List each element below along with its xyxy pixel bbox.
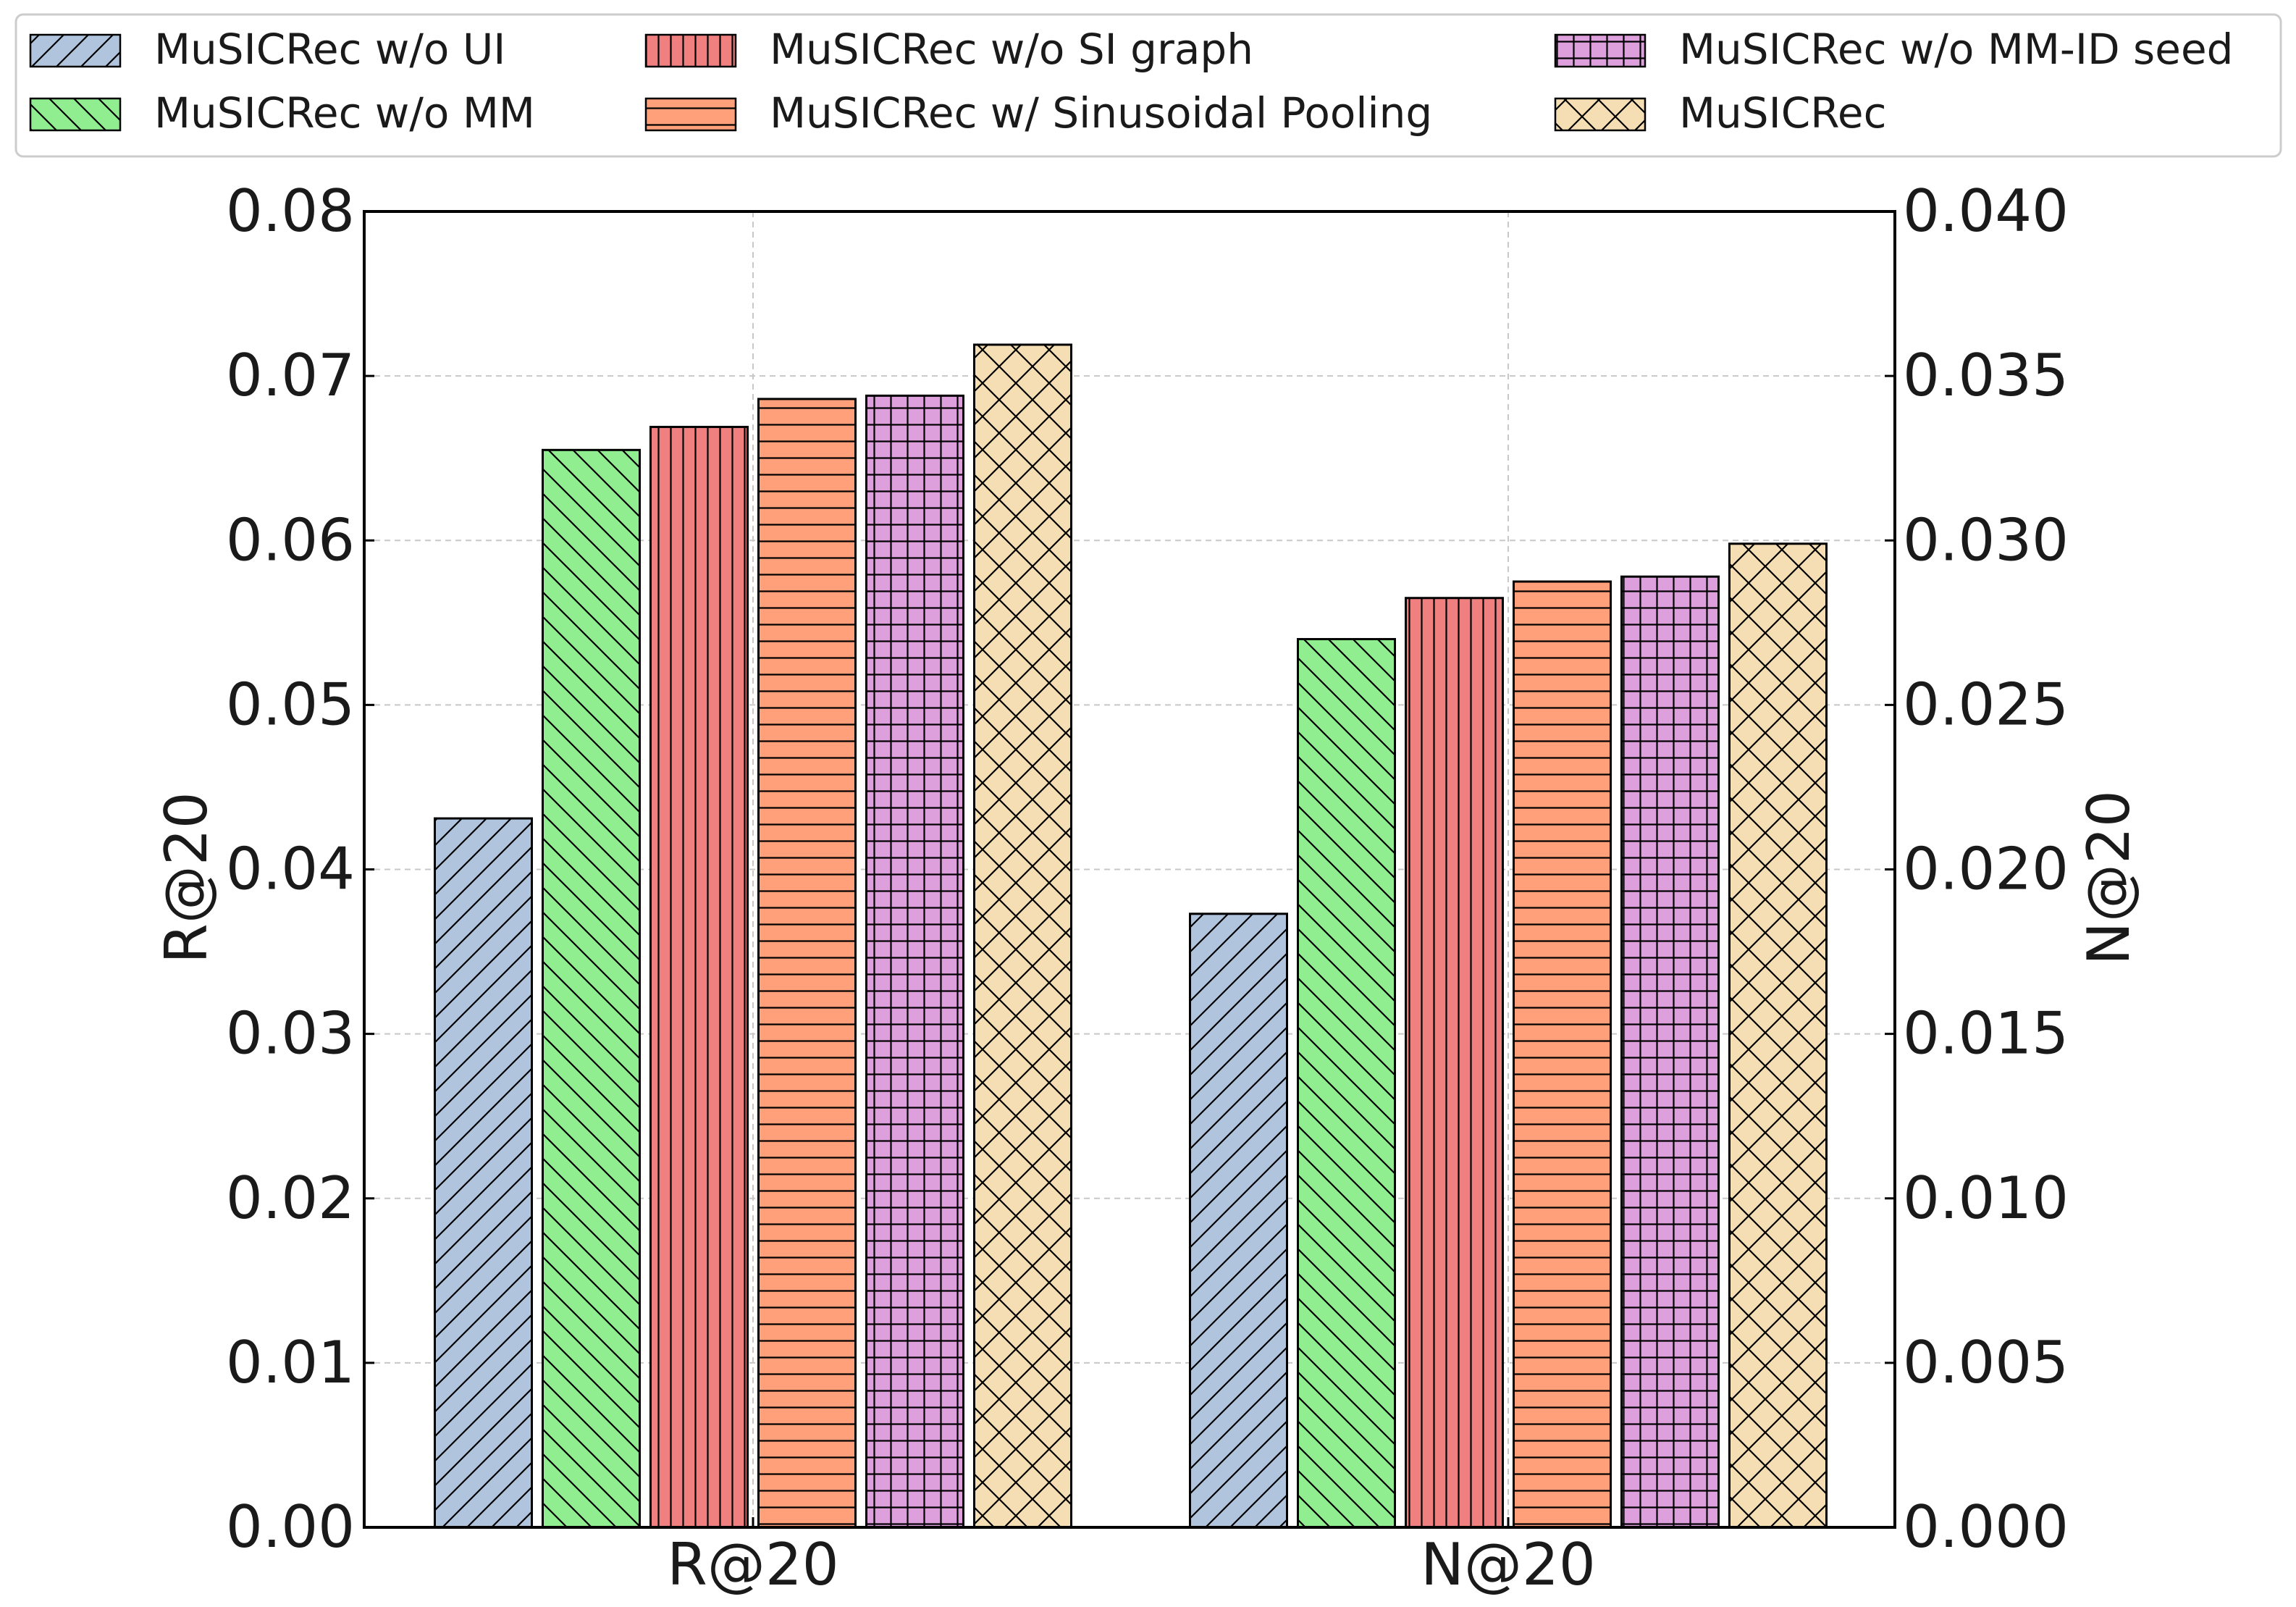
- y-tick-label-left: 0.06: [226, 506, 355, 574]
- y-tick-label-right: 0.015: [1903, 1000, 2069, 1067]
- bar-hatch: [1189, 912, 1288, 1529]
- legend-entry: MuSICRec w/o UI: [29, 25, 505, 74]
- bar-hatch: [973, 343, 1072, 1529]
- legend-label: MuSICRec w/o SI graph: [770, 25, 1253, 74]
- legend-entry: MuSICRec w/o SI graph: [644, 25, 1253, 74]
- bar-hatch: [649, 426, 749, 1529]
- legend-label: MuSICRec w/ Sinusoidal Pooling: [770, 88, 1432, 138]
- bar-hatch: [1728, 542, 1828, 1529]
- y-axis-right-label: N@20: [2075, 790, 2142, 965]
- bar-hatch: [1620, 575, 1720, 1529]
- legend-frame: [14, 13, 2282, 158]
- bars: [434, 343, 1828, 1529]
- legend-entry: MuSICRec w/ Sinusoidal Pooling: [644, 88, 1432, 138]
- legend-swatch-hatch: [29, 97, 122, 132]
- y-tick-label-left: 0.05: [226, 671, 355, 738]
- bar-hatch: [434, 817, 533, 1529]
- legend-swatch-hatch: [644, 33, 737, 68]
- legend: MuSICRec w/o UI MuSICRec w/o MM MuSICRec…: [14, 13, 2282, 158]
- legend-swatch-hatch: [1554, 33, 1647, 68]
- y-tick-label-left: 0.00: [226, 1493, 355, 1561]
- y-tick-label-right: 0.010: [1903, 1165, 2069, 1232]
- legend-entry: MuSICRec: [1554, 88, 1887, 138]
- y-tick-label-left: 0.07: [226, 342, 355, 409]
- y-tick-label-right: 0.005: [1903, 1329, 2069, 1396]
- x-tick-label: R@20: [667, 1531, 838, 1598]
- y-tick-label-right: 0.020: [1903, 836, 2069, 903]
- y-tick-label-left: 0.03: [226, 1000, 355, 1067]
- legend-label: MuSICRec w/o MM: [154, 88, 535, 138]
- y-tick-label-right: 0.035: [1903, 342, 2069, 409]
- y-tick-label-right: 0.030: [1903, 506, 2069, 574]
- y-tick-label-left: 0.08: [226, 177, 355, 245]
- y-axis-left-label: R@20: [153, 792, 220, 963]
- legend-entry: MuSICRec w/o MM-ID seed: [1554, 25, 2233, 74]
- legend-label: MuSICRec: [1679, 88, 1887, 138]
- legend-label: MuSICRec w/o MM-ID seed: [1679, 25, 2233, 74]
- legend-entry: MuSICRec w/o MM: [29, 88, 535, 138]
- y-tick-label-right: 0.040: [1903, 177, 2069, 245]
- bar-hatch: [865, 394, 964, 1529]
- bar-hatch: [1513, 580, 1612, 1529]
- bar-hatch: [1405, 597, 1504, 1529]
- y-tick-label-left: 0.01: [226, 1329, 355, 1396]
- legend-label: MuSICRec w/o UI: [154, 25, 505, 74]
- legend-swatch-hatch: [644, 97, 737, 132]
- legend-swatch-hatch: [1554, 97, 1647, 132]
- bar-hatch: [542, 448, 641, 1529]
- y-tick-label-left: 0.02: [226, 1165, 355, 1232]
- y-tick-label-left: 0.04: [226, 836, 355, 903]
- axes: 0.00 0.01 0.02 0.03 0.04 0.05 0.06 0.07 0.08 0.00…: [226, 177, 2069, 1598]
- bar-hatch: [1297, 638, 1396, 1529]
- y-tick-label-right: 0.025: [1903, 671, 2069, 738]
- legend-swatch-hatch: [29, 33, 122, 68]
- plot-frame: [363, 210, 1896, 1529]
- y-tick-label-right: 0.000: [1903, 1493, 2069, 1561]
- bar-hatch: [757, 398, 857, 1529]
- x-tick-label: N@20: [1421, 1531, 1596, 1598]
